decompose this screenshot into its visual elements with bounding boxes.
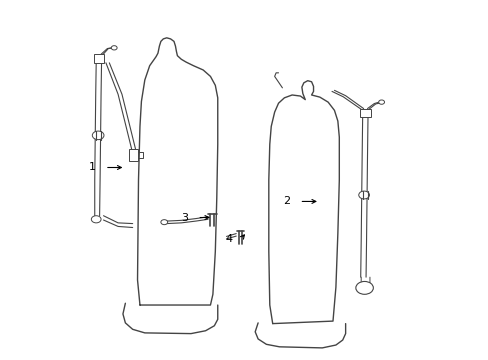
Circle shape: [358, 191, 369, 199]
Bar: [360, 109, 370, 117]
Bar: [94, 54, 104, 63]
Circle shape: [378, 100, 384, 104]
Circle shape: [92, 131, 104, 140]
Text: 2: 2: [283, 197, 290, 206]
Circle shape: [111, 46, 117, 50]
Circle shape: [91, 216, 101, 223]
Text: 4: 4: [225, 234, 232, 244]
Circle shape: [355, 282, 372, 294]
Text: 1: 1: [89, 162, 96, 172]
Bar: [128, 149, 137, 161]
Circle shape: [161, 220, 167, 225]
Text: 3: 3: [181, 212, 188, 222]
